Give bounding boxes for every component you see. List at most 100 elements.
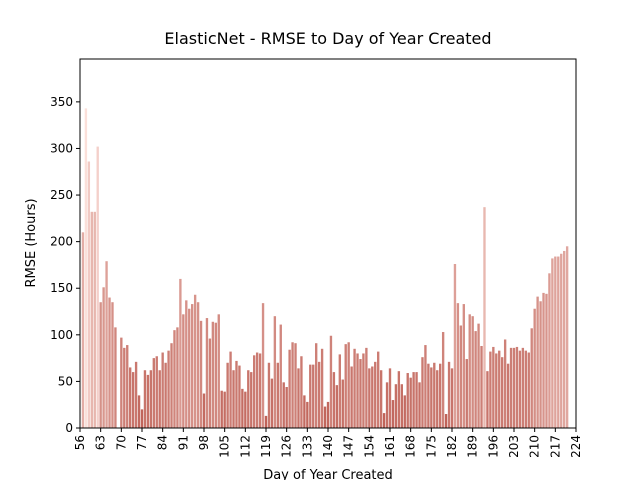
- bar: [96, 146, 99, 428]
- bar: [385, 382, 389, 428]
- bar: [208, 338, 212, 428]
- bar: [306, 401, 309, 428]
- bar: [512, 347, 516, 428]
- bar: [509, 347, 513, 428]
- bar: [406, 373, 409, 428]
- bar: [241, 388, 244, 428]
- bar: [143, 370, 147, 428]
- bar: [447, 361, 451, 428]
- bar: [444, 414, 448, 428]
- y-tick-label: 350: [50, 95, 73, 109]
- bar: [261, 303, 265, 428]
- bar: [258, 353, 262, 428]
- bar: [347, 342, 350, 428]
- bar: [167, 350, 170, 428]
- x-tick-label: 84: [156, 435, 170, 450]
- bar: [503, 339, 507, 428]
- bar: [253, 355, 256, 428]
- x-tick-label: 210: [528, 435, 542, 458]
- bar: [453, 264, 457, 428]
- bar: [412, 372, 415, 428]
- bar: [315, 343, 318, 428]
- bar: [371, 366, 374, 428]
- bar: [214, 322, 217, 428]
- bar: [415, 372, 418, 428]
- bar: [267, 362, 271, 428]
- bar: [161, 352, 164, 428]
- bar: [524, 350, 527, 428]
- bar: [506, 363, 510, 428]
- bar: [326, 401, 330, 428]
- x-tick-label: 63: [94, 435, 108, 450]
- bar: [421, 357, 424, 428]
- bar: [137, 395, 141, 428]
- bar: [356, 353, 359, 428]
- bar: [450, 368, 454, 428]
- bar: [223, 391, 226, 428]
- y-tick-label: 50: [58, 374, 73, 388]
- bar: [264, 415, 268, 428]
- bar: [465, 359, 468, 428]
- bar: [338, 354, 341, 428]
- bar: [374, 361, 377, 428]
- bar: [273, 316, 277, 428]
- bar: [548, 273, 551, 428]
- bar: [217, 314, 220, 428]
- bar: [418, 382, 421, 428]
- bar: [185, 300, 188, 428]
- x-tick-label: 91: [176, 435, 190, 450]
- bar: [430, 367, 433, 428]
- bar: [486, 371, 489, 428]
- x-tick-label: 56: [73, 435, 87, 450]
- bar: [90, 211, 93, 428]
- y-tick-label: 100: [50, 328, 73, 342]
- bar: [518, 350, 522, 428]
- bar: [193, 294, 197, 428]
- bar: [441, 332, 445, 428]
- bar: [368, 368, 371, 428]
- x-tick-label: 126: [280, 435, 294, 458]
- y-axis-label: RMSE (Hours): [24, 198, 39, 287]
- bar: [350, 366, 353, 428]
- bar: [182, 314, 185, 428]
- bar: [155, 356, 158, 428]
- bar: [462, 304, 465, 428]
- y-tick-label: 250: [50, 188, 73, 202]
- x-tick-label: 175: [424, 435, 438, 458]
- x-tick-label: 119: [259, 435, 273, 458]
- bar: [146, 374, 150, 428]
- bar: [388, 368, 392, 428]
- bar: [255, 352, 259, 428]
- bar: [99, 302, 102, 428]
- bar: [244, 391, 247, 428]
- bar: [495, 353, 498, 428]
- bar: [565, 246, 569, 428]
- bar: [134, 361, 138, 428]
- bar: [114, 327, 117, 428]
- bar: [285, 387, 288, 428]
- x-tick-label: 147: [342, 435, 356, 458]
- x-tick-label: 140: [321, 435, 335, 458]
- x-tick-label: 112: [238, 435, 252, 458]
- bar: [474, 331, 477, 428]
- y-tick-label: 150: [50, 281, 73, 295]
- bar: [226, 362, 229, 428]
- x-tick-label: 203: [507, 435, 521, 458]
- bar: [111, 302, 114, 428]
- bar: [554, 256, 557, 428]
- bar: [300, 356, 303, 428]
- bar: [152, 358, 155, 428]
- bar: [199, 320, 203, 428]
- x-tick-label: 105: [218, 435, 232, 458]
- bar: [309, 364, 312, 428]
- bar: [542, 292, 545, 428]
- bar: [188, 308, 191, 428]
- bar: [551, 258, 554, 428]
- bar: [530, 328, 533, 428]
- bar: [211, 321, 215, 428]
- bar: [140, 409, 144, 428]
- bar: [492, 346, 495, 428]
- bar: [191, 304, 194, 428]
- bar: [229, 351, 232, 428]
- bar: [480, 346, 483, 428]
